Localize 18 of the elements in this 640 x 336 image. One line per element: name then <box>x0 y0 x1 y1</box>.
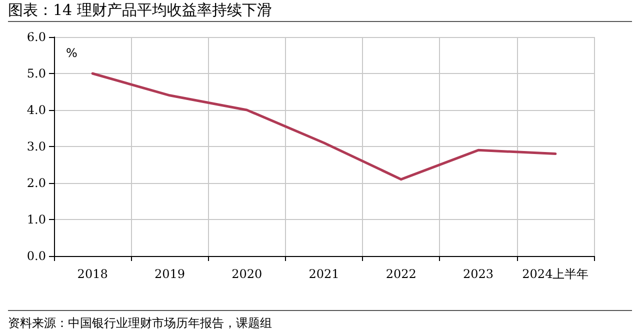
y-axis-title: % <box>66 46 78 60</box>
y-tick-label: 4.0 <box>26 103 46 117</box>
y-tick-label: 2.0 <box>26 176 46 190</box>
y-tick-label: 1.0 <box>26 212 46 226</box>
x-tick-label: 2020 <box>232 267 262 281</box>
x-tick-label: 2024上半年 <box>522 267 589 281</box>
x-tick-label: 2021 <box>308 267 340 281</box>
x-tick-label: 2023 <box>463 267 494 281</box>
y-tick-label: 3.0 <box>26 140 46 154</box>
x-tick-label: 2022 <box>386 267 416 281</box>
text: 资料来源：中国银行业理财市场历年报告，课题组 <box>8 310 632 332</box>
line-series <box>91 72 557 181</box>
y-tick-label: 0.0 <box>26 249 46 263</box>
x-tick-label: 2018 <box>77 267 108 281</box>
y-tick-label: 6.0 <box>26 30 46 44</box>
chart-title: 图表：14 理财产品平均收益率持续下滑 <box>8 1 632 22</box>
x-tick-label: 2019 <box>154 267 185 281</box>
y-tick-label: 5.0 <box>26 66 46 80</box>
